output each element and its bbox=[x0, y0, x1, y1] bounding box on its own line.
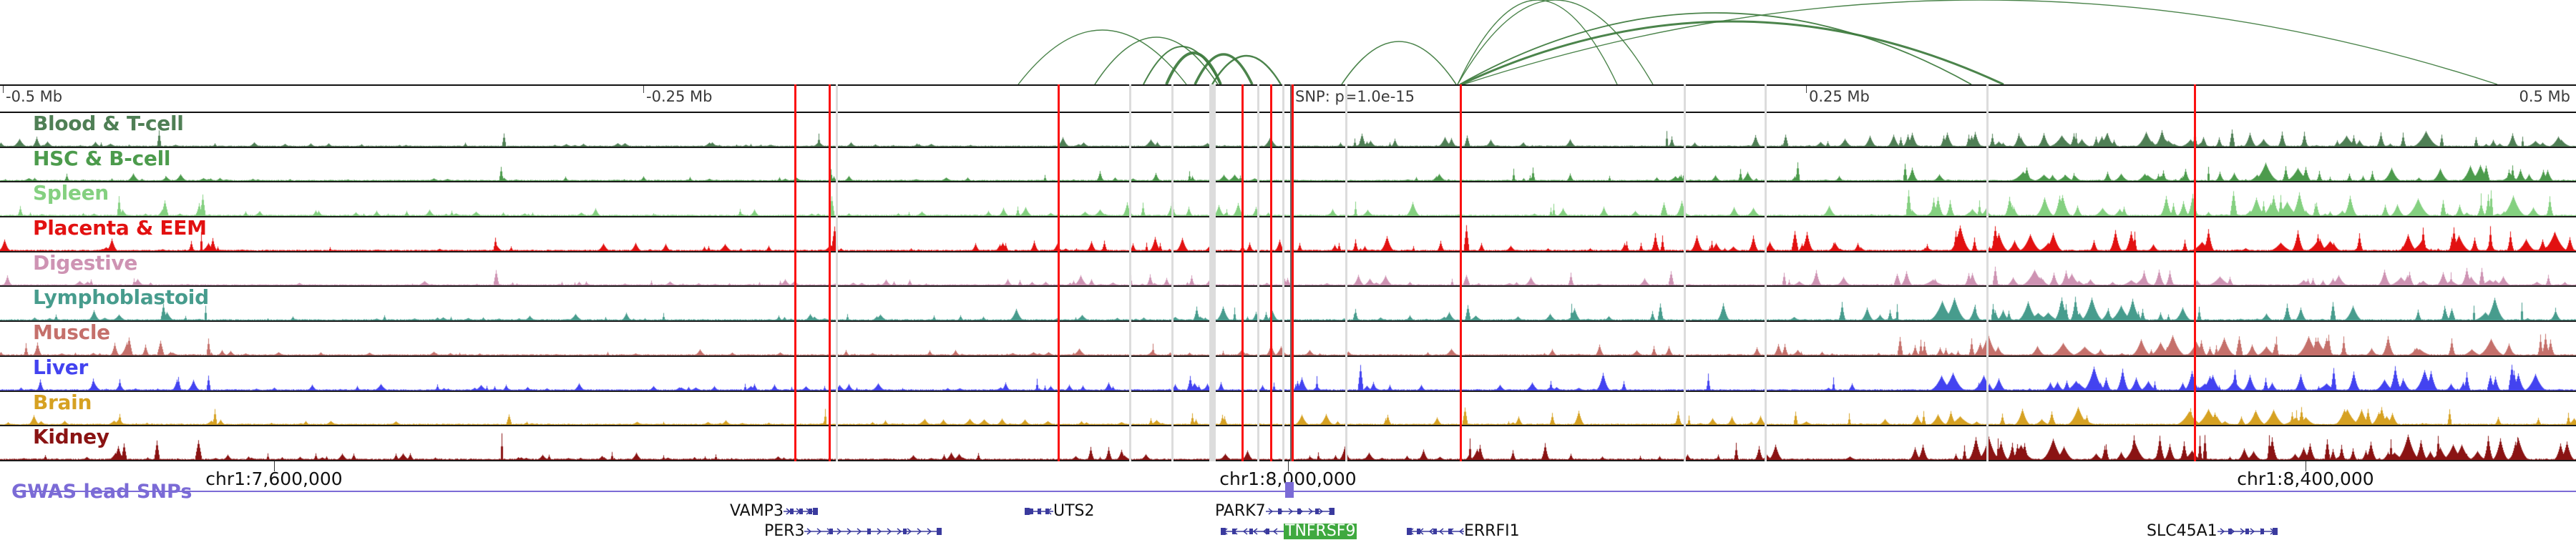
signal-track-muscle[interactable]: Muscle bbox=[0, 322, 2576, 357]
gene-model-arrow-icon bbox=[1025, 506, 1053, 516]
gene-model-arrow-icon bbox=[804, 526, 942, 536]
gene-label[interactable]: ERRFI1 bbox=[1464, 522, 1520, 540]
gene-annotation-track: VAMP3 UTS2 PARK7 PER3 TNFRSF9 ERRFI1 SLC45A1 bbox=[0, 501, 2576, 539]
axis-tick bbox=[3, 86, 4, 93]
gene-model-arrow-icon bbox=[1265, 506, 1335, 516]
signal-track-lymphoblastoid[interactable]: Lymphoblastoid bbox=[0, 287, 2576, 323]
signal-profile-canvas bbox=[0, 252, 2576, 286]
gene-vamp3[interactable]: VAMP3 bbox=[730, 504, 818, 519]
axis-offset-label: -0.25 Mb bbox=[646, 88, 713, 105]
gene-park7[interactable]: PARK7 bbox=[1215, 504, 1335, 519]
axis-offset-label: 0.25 Mb bbox=[1809, 88, 1870, 105]
signal-profile-canvas bbox=[0, 426, 2576, 460]
signal-track-blood-t-cell[interactable]: Blood & T-cell bbox=[0, 113, 2576, 148]
gene-label[interactable]: PER3 bbox=[764, 522, 805, 540]
signal-track-brain[interactable]: Brain bbox=[0, 391, 2576, 427]
genomic-coordinate-axis: chr1:7,600,000 chr1:8,000,000 chr1:8,400,0… bbox=[0, 461, 2576, 490]
signal-profile-canvas bbox=[0, 356, 2576, 391]
coordinate-label: chr1:8,400,000 bbox=[2237, 468, 2374, 489]
axis-top-rule bbox=[0, 84, 2576, 86]
top-axis-strip: -0.5 Mb -0.25 Mb 0.25 Mb 0.5 Mb SNP: p=1.0e… bbox=[0, 84, 2576, 113]
signal-profile-canvas bbox=[0, 391, 2576, 426]
gene-label[interactable]: UTS2 bbox=[1053, 502, 1095, 520]
coordinate-tick bbox=[274, 461, 275, 471]
axis-bottom-rule bbox=[0, 112, 2576, 113]
gwas-baseline bbox=[14, 491, 2576, 492]
gwas-lead-snps-track: GWAS lead SNPs bbox=[0, 481, 2576, 506]
gene-label[interactable]: SLC45A1 bbox=[2147, 522, 2218, 540]
gene-per3[interactable]: PER3 bbox=[764, 524, 942, 539]
gene-slc45a1[interactable]: SLC45A1 bbox=[2147, 524, 2278, 539]
signal-track-kidney[interactable]: Kidney bbox=[0, 426, 2576, 461]
gene-tnfrsf9[interactable]: TNFRSF9 bbox=[1221, 524, 1357, 539]
signal-profile-canvas bbox=[0, 217, 2576, 251]
gene-errfi1[interactable]: ERRFI1 bbox=[1407, 524, 1520, 539]
axis-offset-label: -0.5 Mb bbox=[6, 88, 63, 105]
gene-label[interactable]: TNFRSF9 bbox=[1284, 522, 1357, 540]
coordinate-label: chr1:7,600,000 bbox=[205, 468, 343, 489]
gene-model-arrow-icon bbox=[2217, 526, 2278, 536]
gene-model-arrow-icon bbox=[1407, 526, 1464, 536]
gene-model-arrow-icon bbox=[1221, 526, 1284, 536]
signal-track-digestive[interactable]: Digestive bbox=[0, 252, 2576, 288]
gene-label[interactable]: PARK7 bbox=[1215, 502, 1266, 520]
snp-pvalue-annotation: SNP: p=1.0e-15 bbox=[1295, 88, 1415, 105]
coordinate-tick bbox=[1288, 461, 1289, 471]
chromatin-interaction-arcs bbox=[0, 0, 2576, 84]
signal-profile-canvas bbox=[0, 147, 2576, 182]
axis-offset-label: 0.5 Mb bbox=[2519, 88, 2570, 105]
signal-track-placenta-eem[interactable]: Placenta & EEM bbox=[0, 217, 2576, 252]
signal-profile-canvas bbox=[0, 182, 2576, 217]
gene-model-arrow-icon bbox=[783, 506, 818, 516]
signal-track-stack: Blood & T-cell HSC & B-cell Spleen Placenta… bbox=[0, 113, 2576, 461]
axis-tick bbox=[1806, 86, 1807, 93]
gene-uts2[interactable]: UTS2 bbox=[1025, 504, 1095, 519]
signal-track-liver[interactable]: Liver bbox=[0, 356, 2576, 392]
gene-label[interactable]: VAMP3 bbox=[730, 502, 784, 520]
signal-track-spleen[interactable]: Spleen bbox=[0, 182, 2576, 218]
gwas-lead-snp-mark[interactable] bbox=[1285, 482, 1294, 498]
signal-track-hsc-b-cell[interactable]: HSC & B-cell bbox=[0, 147, 2576, 183]
signal-profile-canvas bbox=[0, 113, 2576, 147]
signal-profile-canvas bbox=[0, 287, 2576, 321]
axis-tick bbox=[643, 86, 644, 93]
signal-profile-canvas bbox=[0, 322, 2576, 355]
